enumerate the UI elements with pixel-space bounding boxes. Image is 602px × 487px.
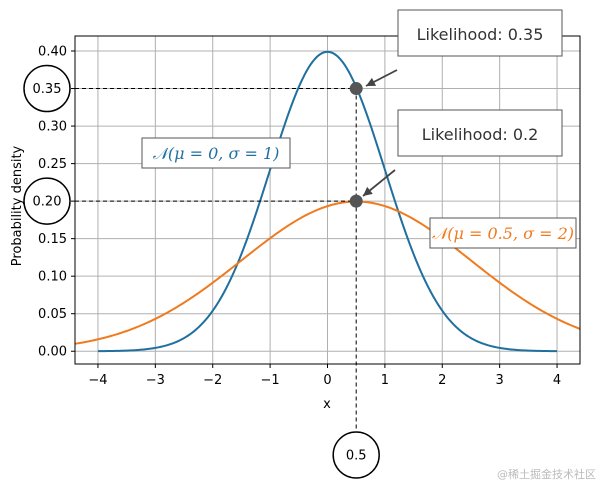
callout-box [397,109,563,157]
y-tick-label: 0.00 [38,345,67,360]
curves [74,50,581,353]
likelihood-point [349,194,363,208]
x-tick-label: 0 [323,373,331,388]
x-tick-label: −4 [88,373,107,388]
callout-arrowhead [363,186,373,196]
callout-arrowhead [366,77,377,86]
series-label: 𝒩(μ = 0.5, σ = 2) [432,224,574,243]
y-tick-label: 0.40 [38,45,67,60]
likelihood-point [349,82,363,96]
series-label-box [141,137,291,169]
y-axis-label: Probability density [10,145,25,266]
x-tick-label: 2 [438,373,446,388]
y-tick-label: 0.25 [38,157,67,172]
callout-box [397,9,563,57]
y-value-circle [23,177,71,225]
y-tick-label: 0.30 [38,120,67,135]
x-value-label: 0.5 [346,449,367,464]
y-tick-label: 0.15 [38,232,67,247]
y-tick-label: 0.05 [38,307,67,322]
series-line-1 [97,50,558,353]
x-tick-label: 3 [496,373,504,388]
y-tick-label: 0.10 [38,270,67,285]
x-tick-label: −1 [261,373,280,388]
x-tick-label: 1 [381,373,389,388]
grid [75,36,580,364]
x-value-circle [332,431,380,479]
callout-text: Likelihood: 0.35 [417,25,544,44]
y-value-label: 0.35 [33,82,62,97]
annotations: 𝒩(μ = 0, σ = 1) 𝒩(μ = 0.5, σ = 2) 0.35 Like… [23,9,577,479]
callout-text: Likelihood: 0.2 [422,125,539,144]
x-tick-label: −2 [203,373,222,388]
x-tick-label: −3 [146,373,165,388]
watermark: @稀土掘金技术社区 [497,467,596,481]
series-line-2 [74,200,581,345]
y-value-label: 0.20 [33,195,62,210]
x-tick-label: 4 [553,373,561,388]
ticks: −4−3−2−1012340.000.050.100.150.200.250.3… [38,45,561,388]
guides [75,88,357,432]
y-value-circle [23,64,71,113]
x-axis-label: x [323,397,331,412]
series-label: 𝒩(μ = 0, σ = 1) [153,144,280,163]
series-label-box [429,217,577,249]
